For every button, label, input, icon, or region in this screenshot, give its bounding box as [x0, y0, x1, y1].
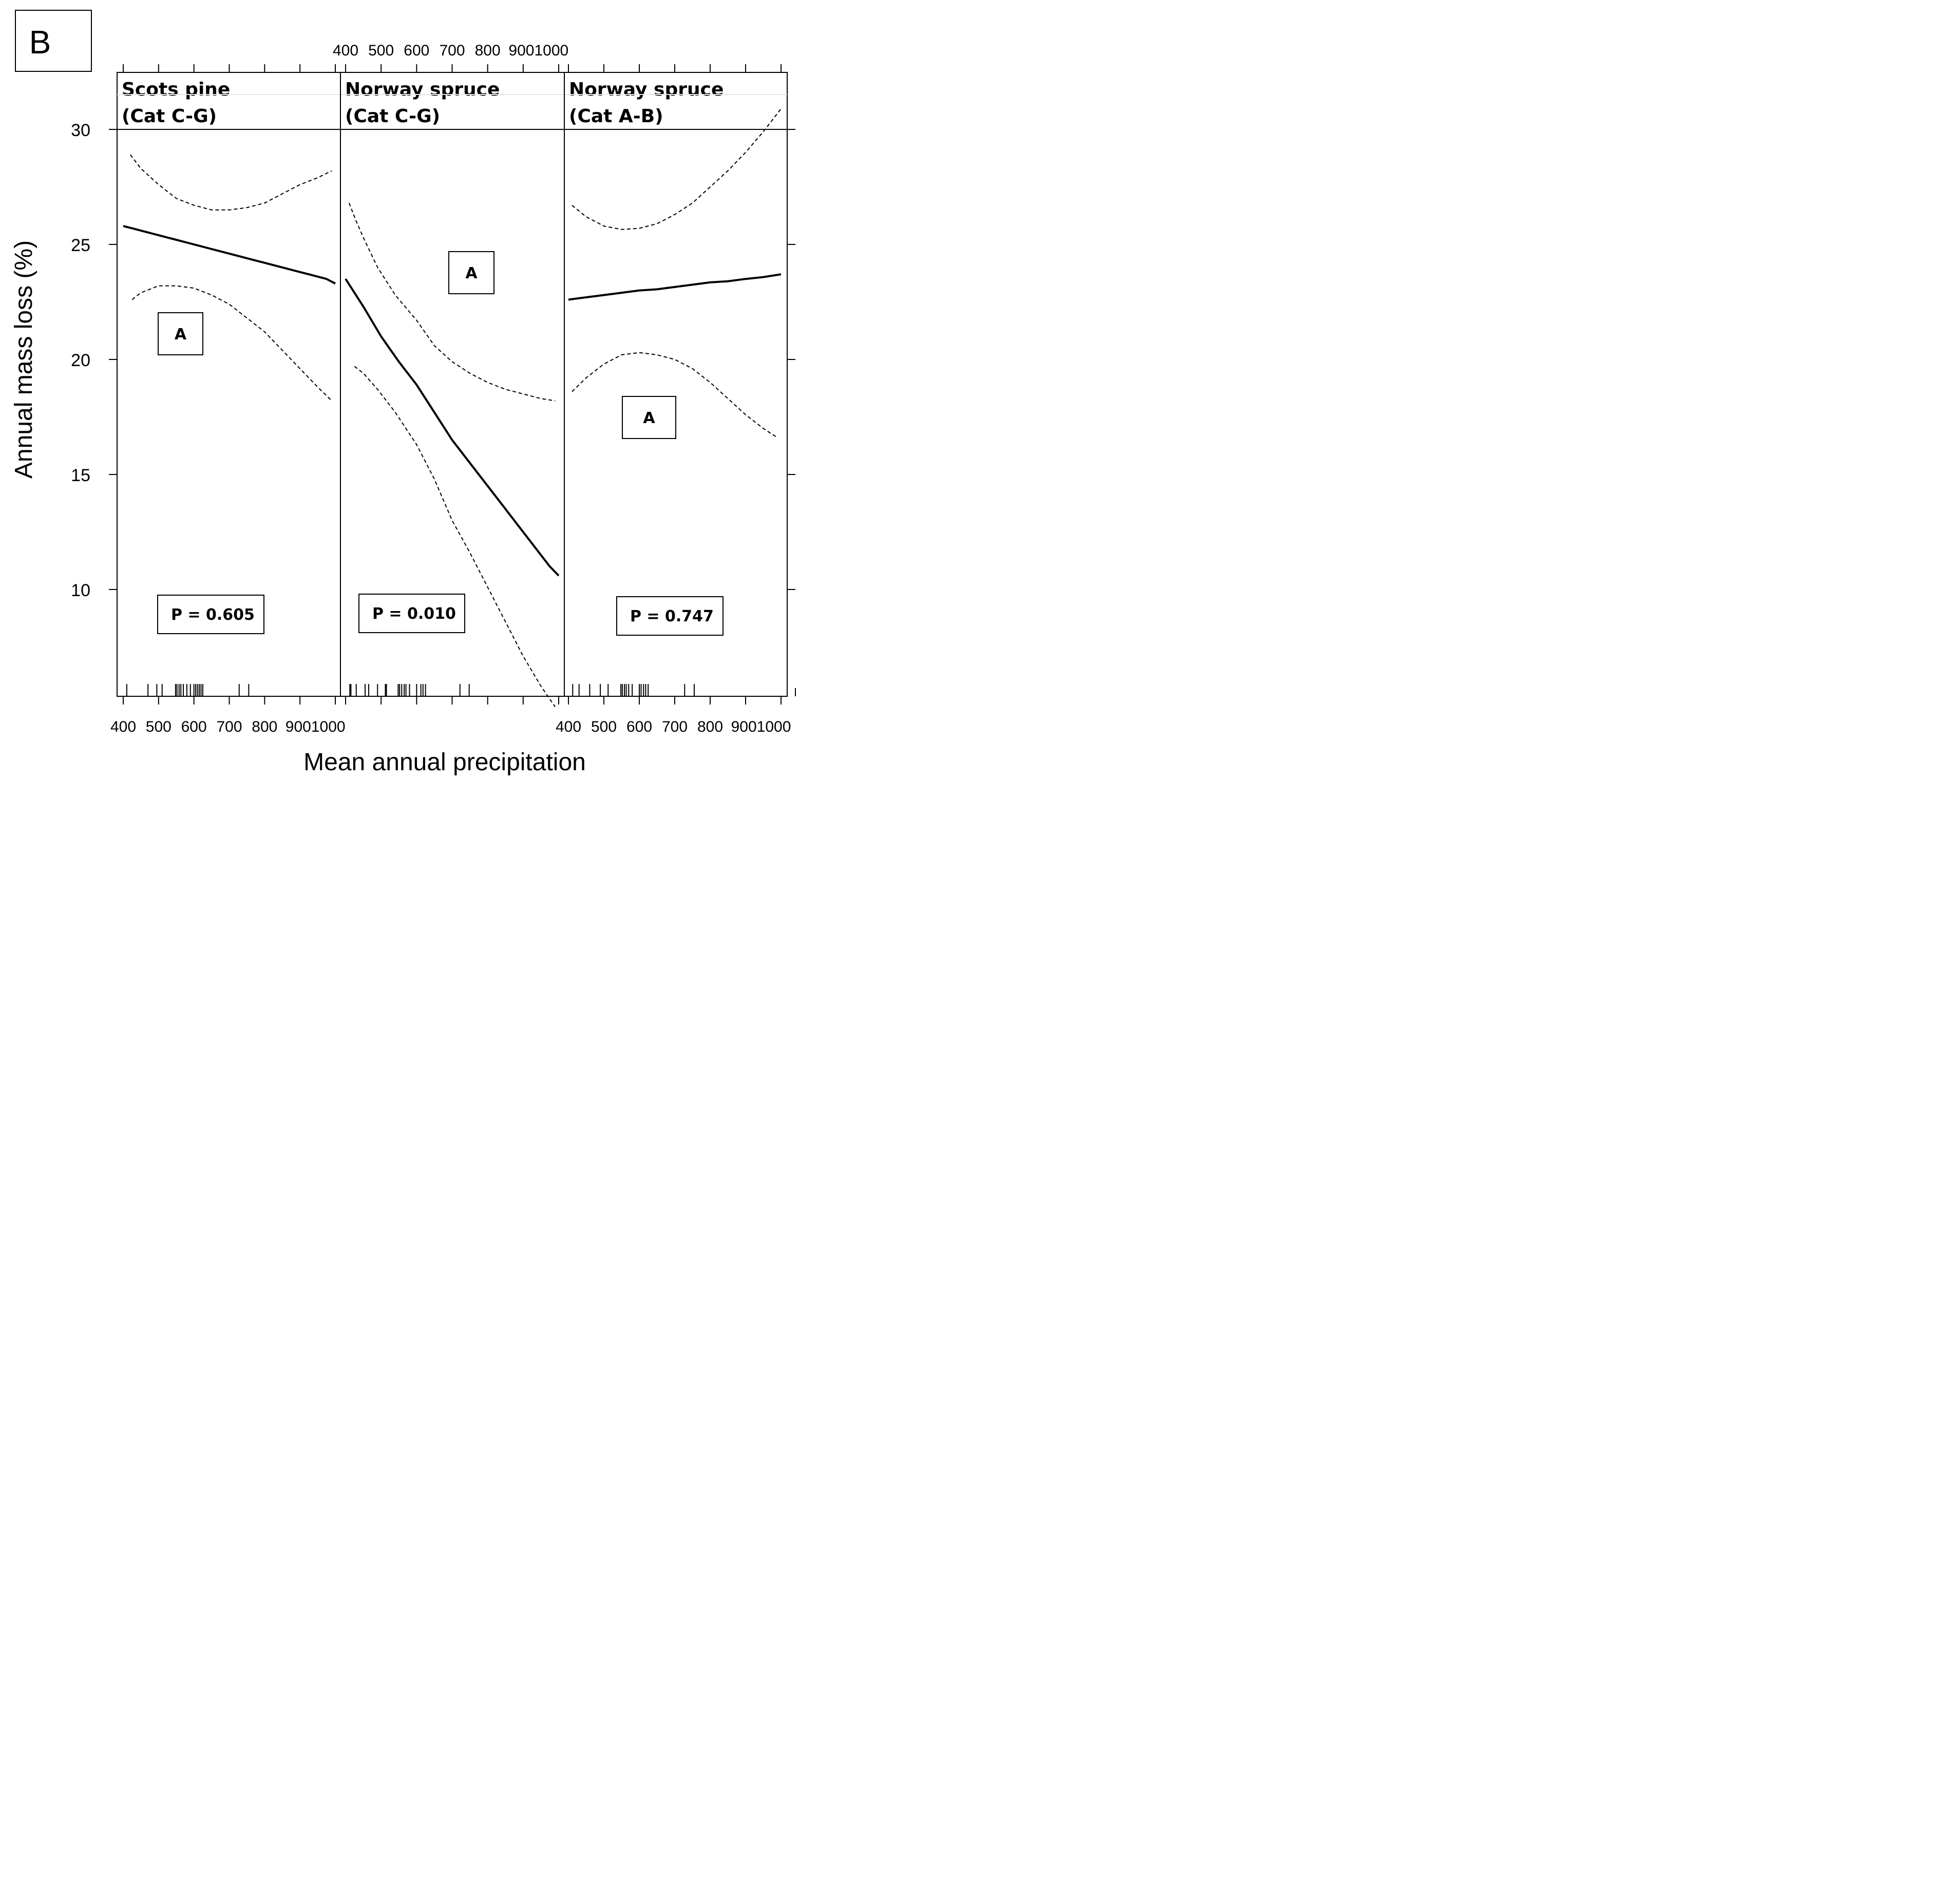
- x-tick-label-bottom: 600: [181, 718, 207, 735]
- x-tick-label-bottom: 800: [697, 718, 723, 735]
- fitted-line: [345, 278, 560, 577]
- strip-title-line2: (Cat A-B): [569, 106, 663, 127]
- group-letter-box: [622, 396, 676, 439]
- p-value-box: [157, 595, 264, 634]
- panel-norway-spruce-cat-c-g: Norway spruce (Cat C-G) A P = 0.010: [345, 79, 560, 708]
- lower-ci-line: [131, 285, 332, 402]
- figure: B Annual mass loss (%) Mean annual preci…: [0, 0, 805, 782]
- lower-ci-line: [354, 366, 556, 708]
- x-tick-label-bottom: 700: [662, 718, 688, 735]
- upper-ci-line: [130, 154, 332, 211]
- fitted-line: [123, 225, 336, 284]
- x-tick-label-bottom: 9001000: [286, 718, 346, 735]
- group-letter-box: [448, 251, 494, 294]
- y-tick-label: 10: [71, 581, 90, 600]
- p-value: P = 0.747: [630, 607, 714, 625]
- x-tick-label-top: 600: [404, 42, 429, 59]
- y-tick-label: 20: [71, 351, 90, 370]
- x-tick-label-bottom: 9001000: [731, 718, 791, 735]
- panel-scots-pine-cat-c-g: Scots pine (Cat C-G) A P = 0.605: [122, 79, 336, 696]
- x-tick-label-top: 800: [475, 42, 501, 59]
- upper-ci-line: [348, 203, 556, 402]
- group-letter-box: [158, 312, 203, 355]
- p-value: P = 0.605: [171, 606, 255, 624]
- x-tick-label-top: 400: [333, 42, 358, 59]
- panel-norway-spruce-cat-a-b: Norway spruce (Cat A-B) A P = 0.747: [568, 79, 782, 696]
- lower-ci-line: [572, 352, 778, 439]
- x-tick-label-bottom: 400: [556, 718, 581, 735]
- panel-letter-box: [15, 10, 92, 72]
- strip-title-line1: Norway spruce: [569, 79, 724, 100]
- strip-title-line2: (Cat C-G): [345, 106, 440, 127]
- x-tick-label-bottom: 500: [146, 718, 172, 735]
- x-tick-label-bottom: 800: [252, 718, 277, 735]
- p-value-box: [358, 594, 465, 633]
- chart: B Annual mass loss (%) Mean annual preci…: [10, 10, 796, 776]
- group-letter: A: [465, 264, 478, 282]
- x-tick-label-top: 500: [368, 42, 394, 59]
- strip-title-line1: Norway spruce: [345, 79, 500, 100]
- panel-letter: B: [29, 24, 51, 61]
- x-tick-label-bottom: 400: [110, 718, 136, 735]
- x-axis-title: Mean annual precipitation: [303, 749, 586, 776]
- strip-title-line1: Scots pine: [122, 79, 230, 100]
- x-tick-label-top: 700: [439, 42, 465, 59]
- strip-title-line2: (Cat C-G): [122, 106, 217, 127]
- y-tick-label: 15: [71, 466, 90, 485]
- upper-ci-line: [572, 108, 782, 230]
- group-letter: A: [175, 326, 187, 344]
- y-axis-title: Annual mass loss (%): [10, 240, 37, 479]
- y-tick-label: 25: [71, 236, 90, 255]
- p-value-box: [616, 596, 724, 636]
- plot-frame: [117, 72, 788, 697]
- p-value: P = 0.010: [372, 605, 456, 623]
- x-tick-label-bottom: 500: [591, 718, 617, 735]
- y-tick-label: 30: [71, 121, 90, 140]
- x-tick-label-bottom: 700: [216, 718, 242, 735]
- x-tick-label-top: 9001000: [508, 42, 568, 59]
- group-letter: A: [643, 409, 655, 427]
- fitted-line: [568, 273, 782, 301]
- x-tick-label-bottom: 600: [626, 718, 652, 735]
